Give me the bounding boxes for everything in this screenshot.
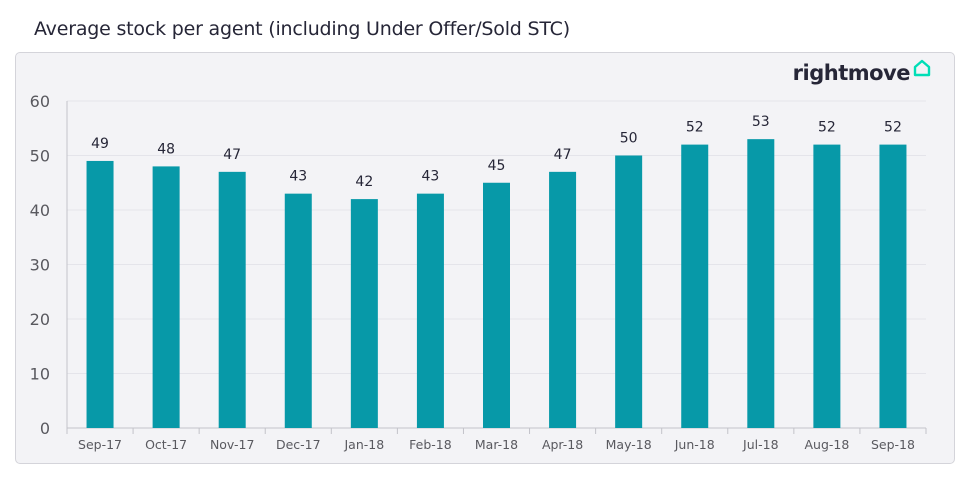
data-label: 42	[355, 174, 373, 190]
bar-jul-18	[747, 139, 775, 428]
y-tick-label: 30	[30, 256, 50, 275]
bar-sep-17	[86, 160, 114, 428]
data-label: 43	[422, 169, 440, 185]
bar-aug-18	[813, 144, 841, 428]
x-tick-label: Nov-17	[210, 437, 254, 452]
data-label: 52	[818, 120, 836, 136]
y-tick-label: 0	[40, 419, 50, 438]
y-tick-label: 10	[30, 365, 50, 384]
y-tick-label: 50	[30, 147, 50, 166]
data-labels: 49 48 47 43 42 43 45 47 50 52 53 52 52	[91, 114, 902, 190]
chart-title: Average stock per agent (including Under…	[34, 18, 570, 40]
y-tick-label: 20	[30, 310, 50, 329]
data-label: 47	[554, 147, 572, 163]
house-outline-icon	[912, 58, 932, 82]
data-label: 52	[686, 120, 704, 136]
x-tick-label: Mar-18	[475, 437, 518, 452]
y-tick-label: 60	[30, 92, 50, 111]
bar-nov-17	[218, 171, 246, 428]
bar-dec-17	[284, 193, 312, 428]
x-tick-labels: Sep-17 Oct-17 Nov-17 Dec-17 Jan-18 Feb-18 Mar-…	[78, 437, 915, 452]
x-tick-label: Sep-17	[78, 437, 122, 452]
bar-oct-17	[152, 166, 180, 428]
x-tick-label: Jul-18	[742, 437, 779, 452]
bar-feb-18	[416, 193, 444, 428]
data-label: 49	[91, 136, 109, 152]
data-label: 48	[157, 141, 175, 157]
data-label: 53	[752, 114, 770, 130]
data-label: 45	[488, 158, 506, 174]
x-tick-label: Aug-18	[804, 437, 849, 452]
data-label: 50	[620, 131, 638, 147]
bar-mar-18	[483, 182, 510, 428]
y-tick-label: 40	[30, 201, 50, 220]
data-label: 47	[223, 147, 241, 163]
data-label: 52	[884, 120, 902, 136]
x-tick-label: May-18	[606, 437, 652, 452]
logo-wordmark: rightmove	[792, 61, 911, 85]
x-tick-label: Feb-18	[409, 437, 452, 452]
x-tick-label: Sep-18	[871, 437, 915, 452]
x-tick-label: Jun-18	[674, 437, 715, 452]
x-tick-label: Jan-18	[344, 437, 385, 452]
y-tick-labels: 0 10 20 30 40 50 60	[30, 92, 50, 438]
x-tick-label: Oct-17	[145, 437, 187, 452]
bar-apr-18	[549, 171, 577, 428]
x-tick-label: Dec-17	[276, 437, 321, 452]
bar-jan-18	[350, 199, 378, 428]
rightmove-logo: rightmove	[792, 58, 932, 85]
bar-jun-18	[681, 144, 709, 428]
x-tick-label: Apr-18	[542, 437, 583, 452]
bars	[86, 139, 907, 428]
bar-sep-18	[879, 144, 907, 428]
data-label: 43	[289, 169, 307, 185]
bar-may-18	[615, 155, 643, 428]
